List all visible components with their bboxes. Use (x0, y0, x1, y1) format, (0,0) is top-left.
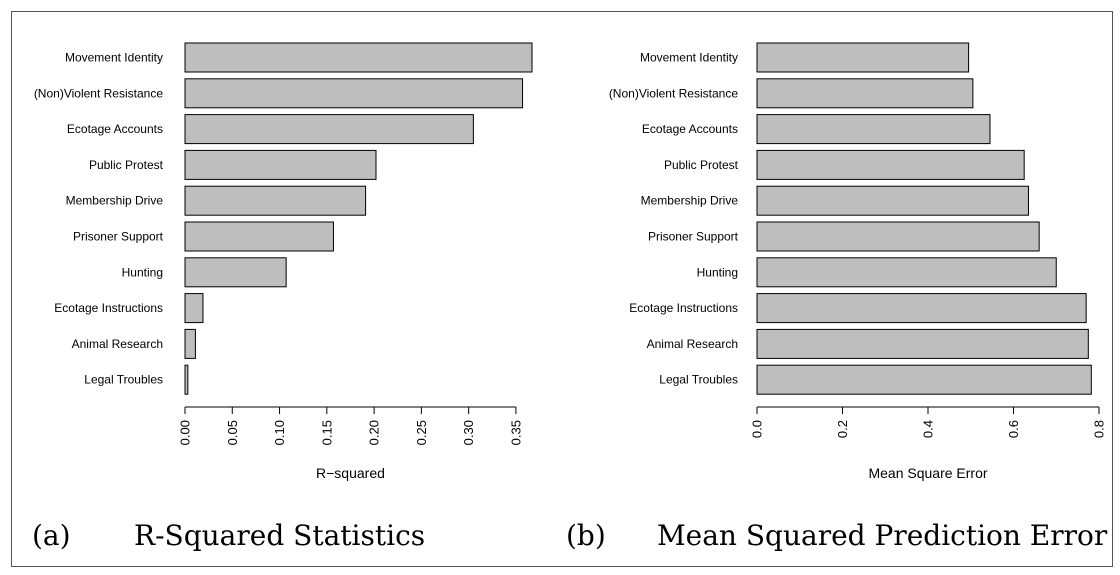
caption-letter: (b) (566, 519, 606, 552)
category-label: Ecotage Instructions (629, 301, 738, 315)
bar (756, 364, 1092, 395)
bar (184, 42, 533, 73)
category-label: Animal Research (72, 337, 163, 351)
x-tick-label: 0.05 (225, 420, 240, 445)
caption-title: R-Squared Statistics (134, 519, 425, 552)
category-label: Public Protest (89, 158, 164, 172)
category-label: Prisoner Support (648, 230, 739, 244)
category-label: Membership Drive (66, 194, 164, 208)
category-label: Public Protest (664, 158, 739, 172)
x-tick-label: 0.00 (178, 420, 193, 445)
bar (184, 114, 474, 145)
category-label: Ecotage Instructions (54, 301, 163, 315)
category-label: Ecotage Accounts (642, 122, 738, 136)
bar (184, 257, 287, 288)
category-label: Legal Troubles (659, 373, 738, 387)
category-label: Ecotage Accounts (67, 122, 163, 136)
bar (184, 293, 204, 324)
bar (184, 328, 196, 359)
x-tick-label: 0.35 (508, 420, 523, 445)
category-label: Hunting (122, 265, 163, 279)
bar (756, 221, 1040, 252)
bar (756, 257, 1057, 288)
x-tick-label: 0.2 (835, 420, 850, 438)
bar (756, 185, 1029, 216)
x-axis-title: Mean Square Error (868, 465, 987, 481)
category-label: Membership Drive (641, 194, 739, 208)
x-tick-label: 0.10 (272, 420, 287, 445)
bar (756, 114, 991, 145)
caption-title: Mean Squared Prediction Error (657, 519, 1108, 552)
category-label: Legal Troubles (84, 373, 163, 387)
x-tick-label: 0.30 (461, 420, 476, 445)
bar (756, 149, 1025, 180)
x-tick-label: 0.0 (750, 420, 765, 438)
panel-a: R−squared (a) R-Squared Statistics Movem… (32, 42, 533, 552)
caption-letter: (a) (32, 519, 71, 552)
x-tick-label: 0.15 (319, 420, 334, 445)
bar (756, 42, 970, 73)
bar (184, 78, 524, 109)
bar (756, 293, 1087, 324)
category-label: Movement Identity (640, 51, 738, 65)
x-tick-label: 0.25 (414, 420, 429, 445)
category-label: (Non)Violent Resistance (609, 86, 739, 100)
panel-b: Mean Square Error (b) Mean Squared Predi… (566, 42, 1108, 552)
x-tick-label: 0.6 (1006, 420, 1021, 438)
category-label: Animal Research (647, 337, 738, 351)
x-tick-label: 0.4 (921, 420, 936, 438)
x-axis-title: R−squared (316, 465, 385, 481)
category-label: Prisoner Support (73, 230, 164, 244)
bar (756, 78, 974, 109)
bar (184, 185, 367, 216)
x-tick-label: 0.8 (1092, 420, 1107, 438)
bar (184, 149, 377, 180)
bar (184, 364, 189, 395)
category-label: Hunting (697, 265, 738, 279)
bar (184, 221, 334, 252)
x-tick-label: 0.20 (367, 420, 382, 445)
category-label: Movement Identity (65, 51, 163, 65)
bar (756, 328, 1089, 359)
category-label: (Non)Violent Resistance (34, 86, 164, 100)
